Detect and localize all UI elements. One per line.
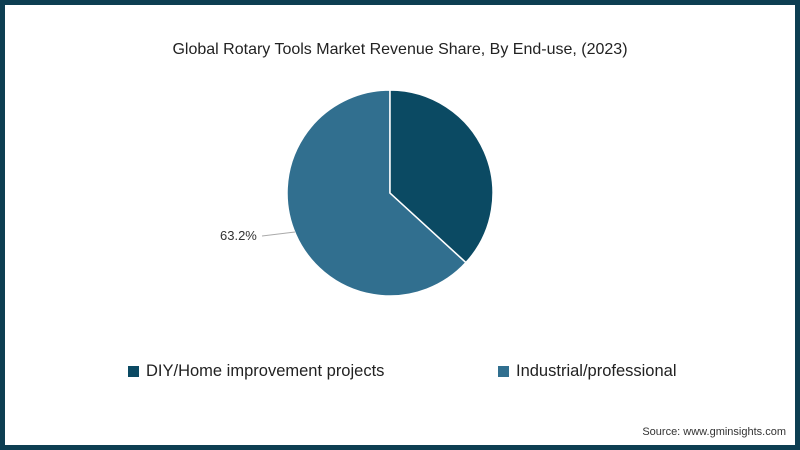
data-label-industrial: 63.2%	[220, 228, 257, 243]
legend-swatch-industrial	[498, 366, 509, 377]
legend-label-diy: DIY/Home improvement projects	[146, 362, 385, 380]
legend-item-diy: DIY/Home improvement projects	[128, 362, 384, 381]
pie-slice-diy[interactable]	[389, 89, 494, 264]
source-note: Source: www.gminsights.com	[642, 426, 786, 438]
pie-slice-industrial[interactable]	[286, 89, 468, 297]
label-leader-line	[261, 231, 296, 237]
legend-label-industrial: Industrial/professional	[516, 362, 677, 380]
chart-title: Global Rotary Tools Market Revenue Share…	[172, 41, 628, 58]
legend-item-industrial: Industrial/professional	[498, 362, 677, 381]
legend-swatch-diy	[128, 366, 139, 377]
